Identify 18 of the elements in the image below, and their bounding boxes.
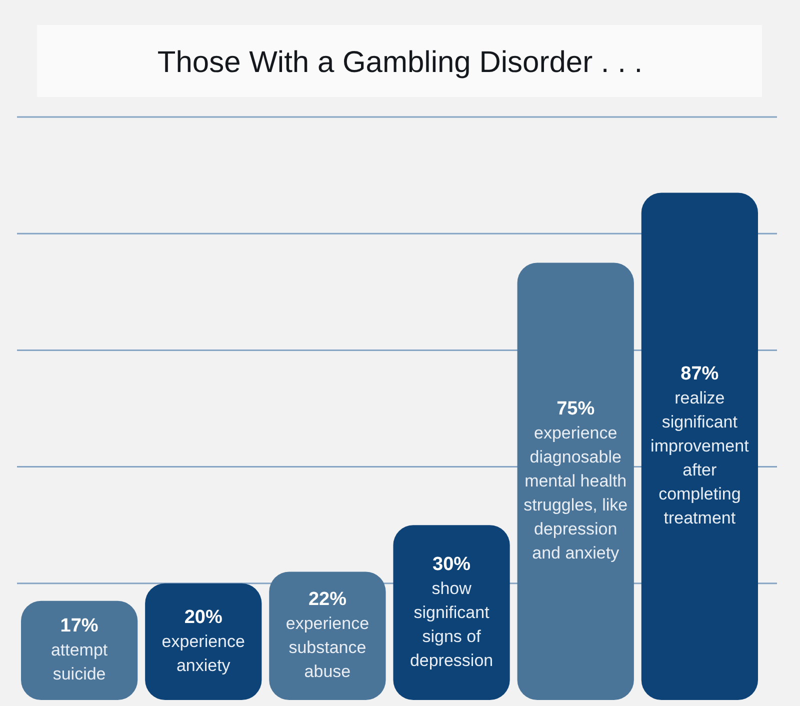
x-tick-label: show significant signs of depression [410,578,494,670]
bar [641,192,758,700]
data-label: 87% [680,364,719,385]
bar [393,525,510,700]
data-label: 22% [308,589,347,610]
x-tick-label: experience anxiety [162,632,245,675]
data-label: 20% [184,606,223,628]
x-tick-label: experience substance abuse [286,614,370,682]
bar [21,600,138,700]
bar [517,262,634,700]
x-tick-label: realize significant improvement after completing treatment [650,388,750,528]
x-tick-label: experience diagnosable mental health struggles, like depression and anxiety [524,424,628,563]
chart-title: Those With a Gambling Disorder . . . [157,46,643,79]
bar [145,583,262,700]
data-label: 30% [432,554,471,575]
data-label: 17% [60,616,98,637]
x-tick-label: attempt suicide [50,640,108,684]
data-label: 75% [556,398,595,420]
